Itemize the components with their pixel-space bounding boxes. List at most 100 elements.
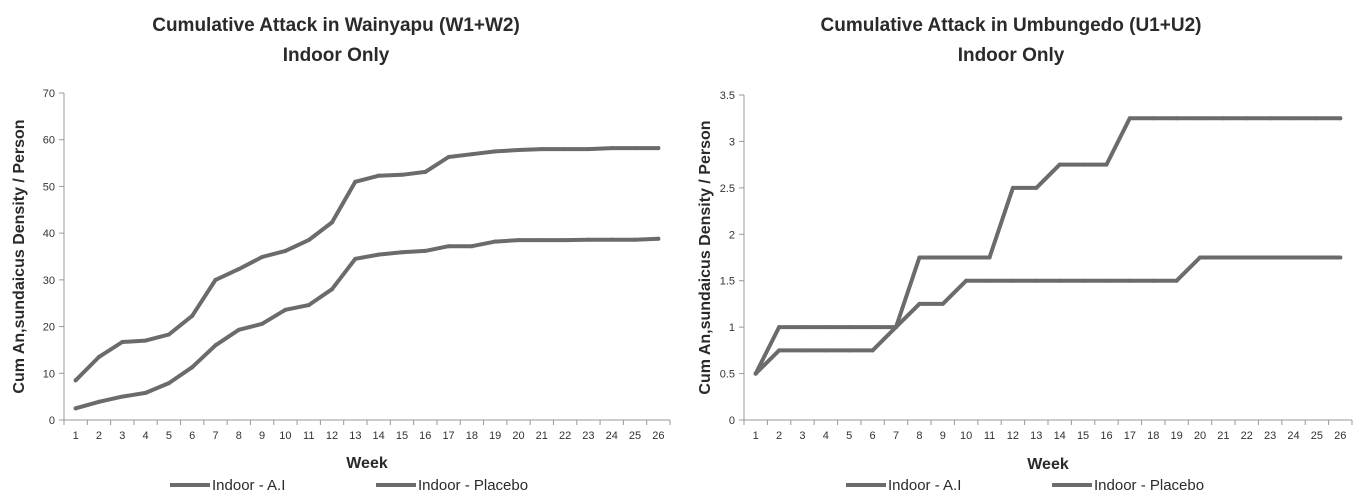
data-point [870,325,875,330]
data-point [353,256,358,261]
data-point [940,255,945,260]
x-tick-label: 2 [96,430,102,442]
data-point [1010,278,1015,283]
data-point [894,325,898,330]
data-point [143,390,148,395]
data-point [73,378,78,383]
y-axis-label: Cum An,sundaicus Density / Person [697,120,714,394]
data-point [1057,278,1062,283]
y-tick-label: 70 [43,88,55,100]
data-point [777,348,782,353]
x-tick-label: 2 [776,430,782,442]
x-tick-label: 13 [349,430,361,442]
data-point [1244,116,1249,121]
data-point [1244,255,1249,260]
x-tick-label: 5 [846,430,852,442]
x-axis-label: Week [346,455,388,472]
x-tick-label: 26 [652,430,664,442]
data-point [330,287,335,292]
data-point [399,172,404,177]
series-line-2 [753,255,1343,376]
x-tick-label: 21 [1217,430,1229,442]
data-point [823,325,828,330]
x-tick-label: 4 [823,430,829,442]
data-point [213,277,218,282]
y-tick-label: 1.5 [720,276,735,288]
data-point [753,371,758,376]
x-tick-label: 1 [753,430,759,442]
data-point [1174,278,1179,283]
data-point [120,394,125,399]
x-tick-label: 8 [916,430,922,442]
data-point [964,255,969,260]
data-point [469,244,474,249]
x-tick-label: 25 [1311,430,1323,442]
series-line-1 [73,146,661,383]
data-point [306,238,311,243]
x-tick-label: 18 [466,430,478,442]
x-tick-label: 4 [143,430,149,442]
data-point [1268,255,1273,260]
data-point [236,327,241,332]
data-point [166,332,171,337]
data-point [423,169,428,174]
x-tick-label: 20 [512,430,524,442]
data-point [1034,185,1039,190]
chart-subtitle: Indoor Only [283,45,390,66]
x-tick-label: 24 [1287,430,1299,442]
data-point [469,152,474,157]
data-point [213,343,218,348]
y-tick-label: 0 [49,415,55,427]
series-line-1 [753,116,1343,376]
data-point [847,325,852,330]
x-tick-label: 7 [212,430,218,442]
y-tick-label: 10 [43,368,55,380]
chart-2: Cumulative Attack in Umbungedo (U1+U2) In… [697,15,1353,494]
x-tick-label: 9 [259,430,265,442]
x-tick-label: 11 [303,430,314,442]
data-point [493,239,498,244]
y-tick-label: 3.5 [720,90,735,102]
chart-title: Cumulative Attack in Wainyapu (W1+W2) [152,15,520,36]
data-point [1338,255,1343,260]
data-point [800,325,805,330]
data-point [143,338,148,343]
data-point [423,248,428,253]
data-point [376,252,381,257]
data-point [777,325,782,330]
legend-label: Indoor - Placebo [1094,477,1204,494]
x-tick-label: 7 [893,430,899,442]
data-point [563,238,568,243]
data-point [609,237,614,242]
x-tick-label: 22 [559,430,571,442]
x-tick-label: 19 [489,430,501,442]
y-tick-label: 3 [729,136,735,148]
x-tick-label: 14 [1054,430,1066,442]
legend-label: Indoor - A.I [888,477,961,494]
data-point [96,399,101,404]
y-tick-label: 60 [43,135,55,147]
x-tick-label: 23 [582,430,594,442]
x-tick-label: 5 [166,430,172,442]
data-point [73,406,78,411]
x-tick-label: 24 [606,430,618,442]
y-tick-label: 0.5 [720,369,735,381]
data-point [1081,162,1086,167]
data-point [446,154,451,159]
data-point [539,147,544,152]
data-point [609,146,614,151]
x-tick-label: 3 [799,430,805,442]
data-point [1221,116,1226,121]
data-point [987,255,992,260]
x-tick-label: 18 [1147,430,1159,442]
data-point [260,254,265,259]
y-tick-label: 40 [43,228,55,240]
chart-1: Cumulative Attack in Wainyapu (W1+W2) Ind… [11,15,671,494]
data-point [1104,162,1109,167]
x-tick-label: 14 [373,430,385,442]
x-tick-label: 12 [326,430,338,442]
data-point [586,237,591,242]
data-point [1221,255,1226,260]
data-point [847,348,852,353]
